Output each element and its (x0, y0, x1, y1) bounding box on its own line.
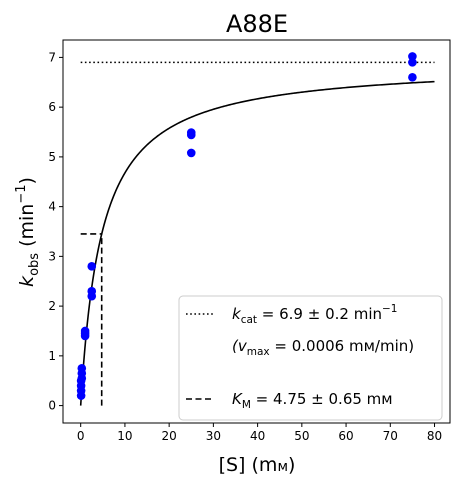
data-point (186, 128, 196, 137)
data-point (408, 52, 417, 61)
x-tick-label: 50 (294, 429, 309, 443)
data-point (408, 73, 417, 82)
plot-area (62, 39, 451, 424)
legend-box (178, 295, 443, 421)
data-point (87, 286, 97, 296)
legend-km-label: KM = 4.75 ± 0.65 mм (232, 390, 393, 411)
x-tick-label: 20 (162, 429, 177, 443)
legend-vmax-label: (vmax = 0.0006 mм/min) (232, 337, 414, 358)
x-tick-label: 0 (77, 429, 85, 443)
data-point (87, 262, 97, 271)
reference-lines (80, 61, 435, 406)
legend-kcat-label: kcat = 6.9 ± 0.2 min−1 (232, 303, 397, 326)
chart-title: A88E (226, 10, 288, 38)
data-point (80, 326, 90, 336)
x-tick-label: 10 (117, 429, 132, 443)
y-tick-label: 0 (48, 399, 56, 413)
x-tick-label: 30 (206, 429, 221, 443)
data-point (77, 363, 87, 373)
y-tick-label: 4 (48, 200, 56, 214)
x-axis-title: [S] (mм) (219, 454, 296, 476)
data-points (76, 52, 417, 400)
data-point (408, 58, 417, 67)
x-tick-label: 70 (383, 429, 398, 443)
y-tick-label: 6 (48, 100, 56, 114)
axes-frame (62, 39, 451, 424)
y-tick-label: 5 (48, 150, 56, 164)
y-tick-label: 7 (48, 50, 56, 64)
data-point (186, 148, 196, 158)
y-tick-label: 1 (48, 349, 56, 363)
y-axis-title: kobs (min−1) (14, 177, 42, 287)
y-axis-ticks: 0 1 2 3 4 5 6 7 (48, 50, 63, 413)
y-tick-label: 3 (48, 249, 56, 263)
x-tick-label: 80 (427, 429, 442, 443)
x-tick-label: 60 (338, 429, 353, 443)
x-tick-label: 40 (250, 429, 265, 443)
legend: kcat = 6.9 ± 0.2 min−1 (vmax = 0.0006 mм… (178, 295, 443, 421)
y-tick-label: 2 (48, 299, 56, 313)
x-axis-ticks: 0 10 20 30 40 50 60 70 80 (77, 423, 442, 443)
